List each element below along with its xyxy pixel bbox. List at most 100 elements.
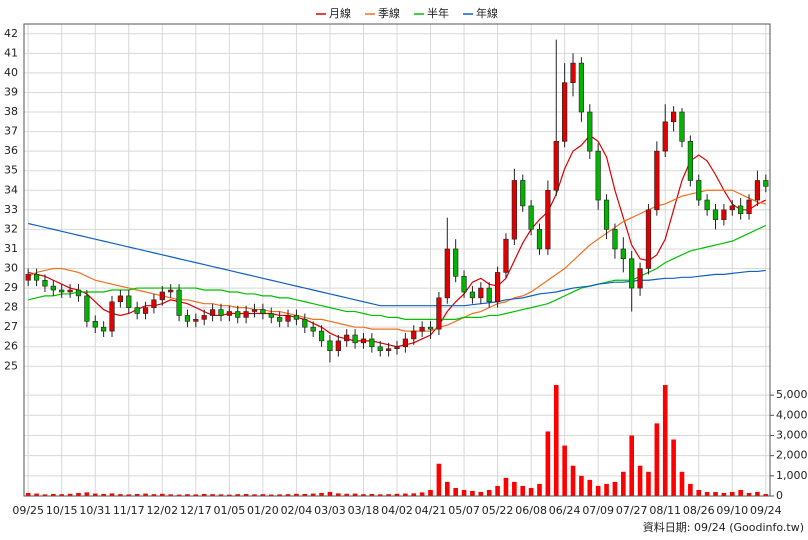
x-tick-label: 03/03	[314, 504, 346, 517]
volume-bar	[210, 494, 215, 496]
volume-bar	[143, 493, 148, 496]
volume-bar	[461, 489, 467, 496]
volume-bar	[201, 493, 207, 496]
candle-body	[310, 326, 316, 332]
candle-body	[704, 199, 710, 211]
volume-bar	[713, 491, 718, 496]
volume-bar	[478, 491, 484, 496]
volume-bar	[218, 494, 224, 496]
candle-body	[478, 287, 484, 299]
volume-bar	[260, 494, 266, 496]
candle-body	[721, 209, 727, 220]
candle-body	[553, 141, 559, 191]
candle-body	[402, 338, 408, 348]
candle-body	[67, 289, 73, 293]
candle-body	[394, 346, 400, 350]
candle-body	[469, 291, 476, 299]
candle-body	[260, 309, 266, 314]
volume-layer	[25, 385, 769, 496]
candle-body	[159, 291, 165, 301]
candle-body	[528, 205, 534, 230]
ma-line	[28, 224, 767, 320]
volume-bar	[369, 493, 375, 496]
volume-bar	[76, 492, 81, 496]
candle-body	[33, 274, 40, 281]
candle-body	[603, 199, 610, 230]
volume-bar	[109, 493, 115, 496]
candle-body	[494, 272, 501, 303]
y-tick-label: 40	[4, 66, 18, 79]
y-tick-label: 33	[4, 203, 18, 216]
volume-bar	[679, 471, 685, 496]
volume-bar	[436, 463, 442, 496]
volume-bar	[629, 435, 635, 496]
volume-bar	[151, 494, 157, 496]
legend-label: 月線	[329, 6, 351, 20]
volume-bar	[470, 490, 475, 496]
candle-body	[419, 326, 425, 332]
x-tick-label: 03/18	[348, 504, 380, 517]
candle-layer	[25, 39, 769, 363]
volume-bar	[42, 494, 48, 496]
candle-body	[570, 62, 576, 83]
candle-body	[226, 311, 232, 316]
x-tick-label: 07/09	[582, 504, 614, 517]
x-tick-label: 02/04	[281, 504, 313, 517]
candle-body	[520, 180, 526, 207]
x-tick-label: 10/31	[79, 504, 111, 517]
volume-bar	[101, 493, 106, 496]
volume-bar	[403, 493, 408, 496]
volume-bar	[662, 385, 668, 496]
candle-body	[587, 111, 593, 152]
volume-bar	[562, 445, 567, 496]
volume-bar	[361, 494, 366, 496]
candle-body	[369, 338, 375, 348]
volume-bar	[612, 481, 618, 496]
x-tick-label: 10/15	[46, 504, 78, 517]
candle-body	[327, 340, 333, 351]
candle-body	[486, 287, 492, 303]
volume-bar	[671, 439, 676, 496]
label-layer: 25 26 27 28 29 30 31 32 33 34 35 36 37 38 39 40 41 42 0 1,0…	[4, 27, 808, 517]
candle-body	[92, 321, 98, 328]
volume-bar	[587, 479, 593, 496]
x-tick-label: 01/20	[247, 504, 279, 517]
candle-body	[637, 268, 643, 289]
volume-bar	[227, 494, 232, 496]
plot-frame	[23, 23, 771, 497]
candle-body	[679, 111, 685, 142]
volume-bar	[763, 493, 769, 496]
volume-bar	[319, 492, 324, 496]
volume-bar	[503, 477, 509, 496]
candle-body	[578, 62, 585, 113]
volume-bar	[553, 385, 559, 496]
volume-bar	[528, 487, 534, 496]
volume-bar	[243, 493, 249, 496]
candle-body	[360, 338, 367, 344]
volume-bar	[495, 485, 500, 496]
volume-bar	[51, 493, 56, 496]
y-tick-label: 37	[4, 125, 18, 138]
candle-body	[142, 307, 149, 314]
x-tick-label: 11/17	[113, 504, 145, 517]
candle-body	[612, 229, 618, 250]
candle-body	[193, 319, 199, 322]
candle-body	[184, 315, 191, 322]
candle-body	[352, 334, 358, 344]
volume-bar	[67, 493, 73, 496]
y2-tick-label: 4,000	[776, 408, 808, 421]
candle-body	[42, 279, 48, 287]
x-tick-label: 09/25	[12, 504, 44, 517]
volume-bar	[570, 465, 576, 496]
volume-bar	[59, 494, 65, 496]
y-tick-label: 41	[4, 46, 18, 59]
x-tick-label: 04/02	[381, 504, 413, 517]
candle-body	[235, 311, 241, 318]
candle-body	[201, 315, 207, 320]
candle-body	[545, 189, 551, 250]
volume-bar	[729, 491, 735, 496]
y-tick-label: 30	[4, 262, 18, 275]
candle-body	[318, 330, 325, 342]
volume-bar	[755, 491, 760, 496]
volume-bar	[327, 491, 333, 496]
